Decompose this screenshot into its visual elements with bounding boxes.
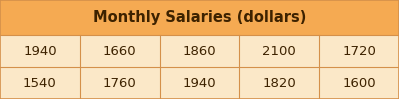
Text: 1940: 1940 <box>23 45 57 58</box>
Text: 1760: 1760 <box>103 77 136 89</box>
Text: 1540: 1540 <box>23 77 57 89</box>
Text: 1600: 1600 <box>342 77 376 89</box>
Text: 2100: 2100 <box>263 45 296 58</box>
Text: 1720: 1720 <box>342 45 376 58</box>
Bar <box>0 35 399 67</box>
Text: 1860: 1860 <box>183 45 216 58</box>
Text: 1660: 1660 <box>103 45 136 58</box>
Text: 1940: 1940 <box>183 77 216 89</box>
Bar <box>0 0 399 35</box>
Text: Monthly Salaries (dollars): Monthly Salaries (dollars) <box>93 10 306 25</box>
Bar <box>0 67 399 99</box>
Text: 1820: 1820 <box>263 77 296 89</box>
